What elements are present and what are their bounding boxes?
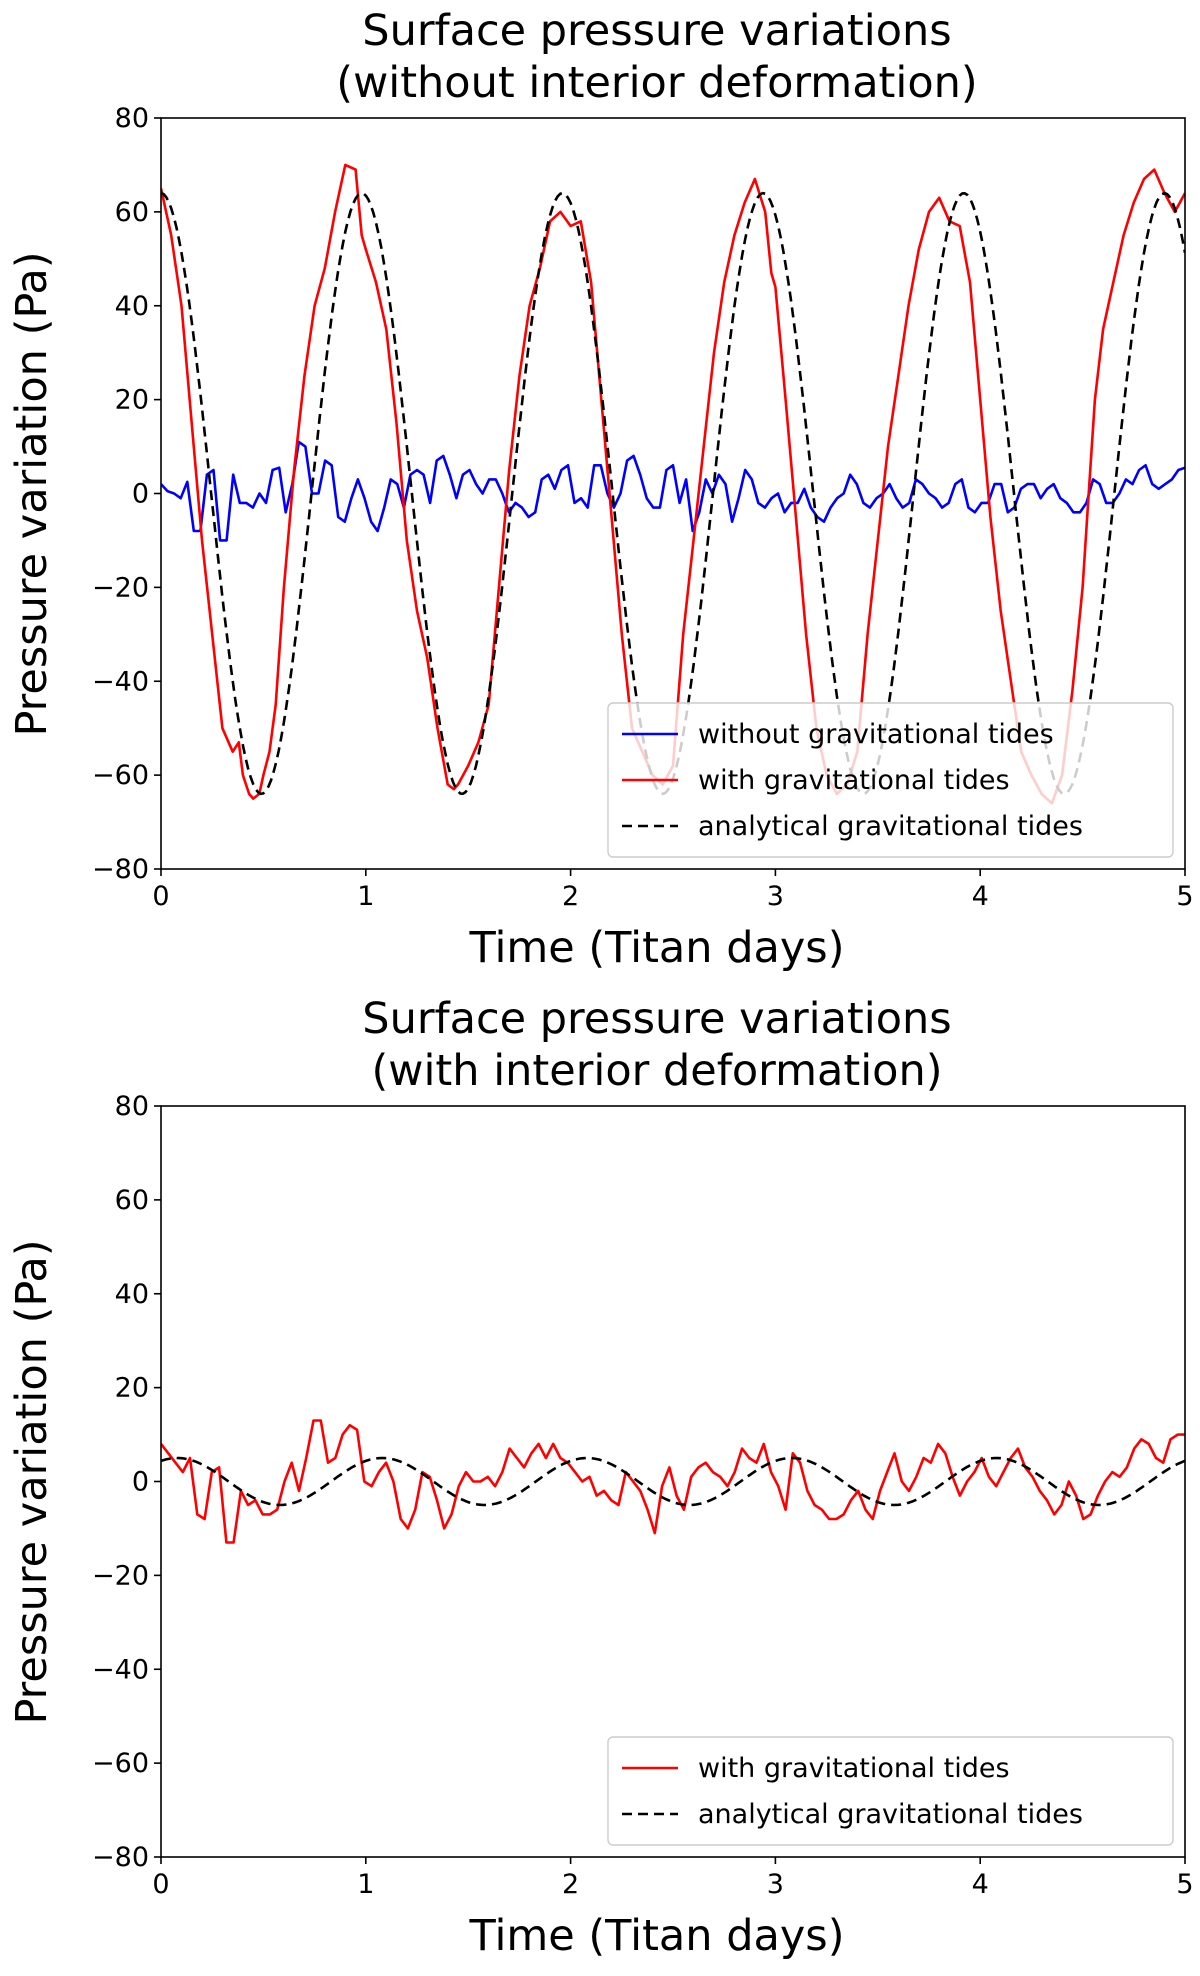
chart-title-line-2: (without interior deformation) bbox=[336, 58, 977, 108]
series-line-without-gravitational-tides bbox=[161, 440, 1185, 542]
series-lines bbox=[161, 1419, 1185, 1544]
y-tick-label: −80 bbox=[92, 854, 149, 885]
chart-title-line-1: Surface pressure variations bbox=[362, 994, 951, 1044]
y-tick-label: 80 bbox=[115, 103, 149, 134]
chart-title-line-1: Surface pressure variations bbox=[362, 6, 951, 56]
y-tick-label: 0 bbox=[132, 1467, 149, 1498]
y-tick-label: 80 bbox=[115, 1091, 149, 1122]
plot-area: 0 1 2 3 4 5 −80 −60 −40 −20 0 20 40 60 80 with gravitat… bbox=[92, 1091, 1194, 1900]
y-tick-label: −60 bbox=[92, 760, 149, 791]
x-tick-label: 0 bbox=[152, 881, 169, 912]
legend-label: with gravitational tides bbox=[698, 765, 1010, 796]
y-tick-label: −20 bbox=[92, 1560, 149, 1591]
x-tick-label: 2 bbox=[562, 881, 579, 912]
legend: with gravitational tides analytical gravi… bbox=[607, 1736, 1174, 1846]
legend-box bbox=[607, 702, 1174, 858]
x-axis-label: Time (Titan days) bbox=[469, 1911, 845, 1961]
x-tick-label: 4 bbox=[972, 1869, 989, 1900]
y-tick-label: −40 bbox=[92, 1654, 149, 1685]
x-axis-label: Time (Titan days) bbox=[469, 923, 845, 973]
y-tick-label: −60 bbox=[92, 1748, 149, 1779]
chart-with-interior-deformation: Surface pressure variations (with interi… bbox=[7, 994, 1194, 1961]
y-tick-label: 0 bbox=[132, 479, 149, 510]
x-tick-label: 2 bbox=[562, 1869, 579, 1900]
y-axis-label: Pressure variation (Pa) bbox=[7, 252, 57, 737]
legend-label: without gravitational tides bbox=[698, 719, 1054, 750]
legend-label: analytical gravitational tides bbox=[698, 811, 1083, 842]
legend: without gravitational tides with gravitat… bbox=[607, 702, 1174, 858]
y-tick-label: 40 bbox=[115, 1279, 149, 1310]
legend-label: analytical gravitational tides bbox=[698, 1799, 1083, 1830]
y-tick-label: 20 bbox=[115, 385, 149, 416]
legend-label: with gravitational tides bbox=[698, 1753, 1010, 1784]
plot-area: 0 1 2 3 4 5 −80 −60 −40 −20 0 20 40 60 80 without gravi… bbox=[92, 103, 1194, 912]
chart-without-interior-deformation: Surface pressure variations (without int… bbox=[7, 6, 1194, 973]
series-line-analytical-gravitational-tides bbox=[161, 1456, 1185, 1507]
y-axis-label: Pressure variation (Pa) bbox=[7, 1240, 57, 1725]
x-tick-label: 5 bbox=[1176, 1869, 1193, 1900]
x-tick-label: 3 bbox=[767, 881, 784, 912]
x-tick-label: 0 bbox=[152, 1869, 169, 1900]
x-tick-label: 1 bbox=[357, 1869, 374, 1900]
y-tick-label: 60 bbox=[115, 197, 149, 228]
x-tick-label: 4 bbox=[972, 881, 989, 912]
y-tick-label: −20 bbox=[92, 572, 149, 603]
series-line-with-gravitational-tides bbox=[161, 1419, 1185, 1544]
y-tick-label: −80 bbox=[92, 1842, 149, 1873]
legend-box bbox=[607, 1736, 1174, 1846]
y-tick-label: 40 bbox=[115, 291, 149, 322]
x-tick-label: 1 bbox=[357, 881, 374, 912]
x-tick-label: 3 bbox=[767, 1869, 784, 1900]
x-tick-label: 5 bbox=[1176, 881, 1193, 912]
y-tick-label: 60 bbox=[115, 1185, 149, 1216]
chart-title-line-2: (with interior deformation) bbox=[372, 1046, 943, 1096]
y-tick-label: 20 bbox=[115, 1373, 149, 1404]
y-tick-label: −40 bbox=[92, 666, 149, 697]
